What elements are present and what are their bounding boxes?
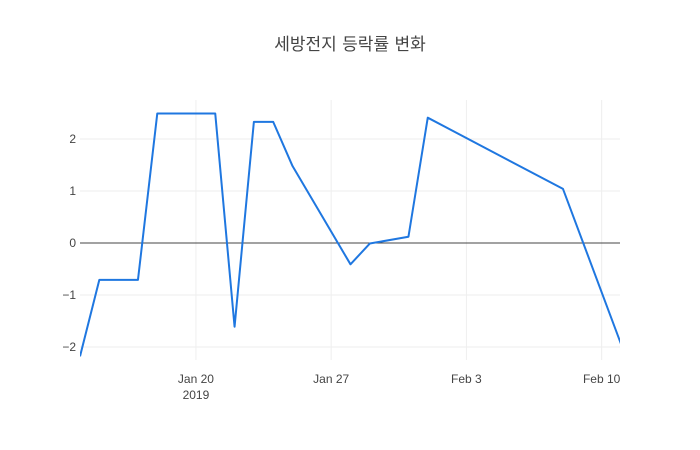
series-line: [80, 112, 620, 357]
x-tick-label: Jan 27: [313, 372, 349, 386]
x-tick-label: Feb 10: [583, 372, 621, 386]
y-axis-ticks: −2 −1 0 1 2: [62, 132, 76, 354]
x-tick-label: Jan 20: [178, 372, 214, 386]
series-layer: [80, 112, 620, 357]
y-tick-label: 2: [69, 132, 76, 146]
y-tick-label: −1: [62, 288, 76, 302]
y-tick-label: 1: [69, 184, 76, 198]
grid-lines: [80, 100, 620, 360]
y-tick-label: −2: [62, 340, 76, 354]
chart-title: 세방전지 등락률 변화: [274, 35, 426, 55]
x-axis-ticks: Jan 20 2019 Jan 27 Feb 3 Feb 10: [178, 372, 621, 402]
x-tick-label: Feb 3: [451, 372, 482, 386]
y-tick-label: 0: [69, 236, 76, 250]
x-tick-sublabel: 2019: [183, 388, 210, 402]
